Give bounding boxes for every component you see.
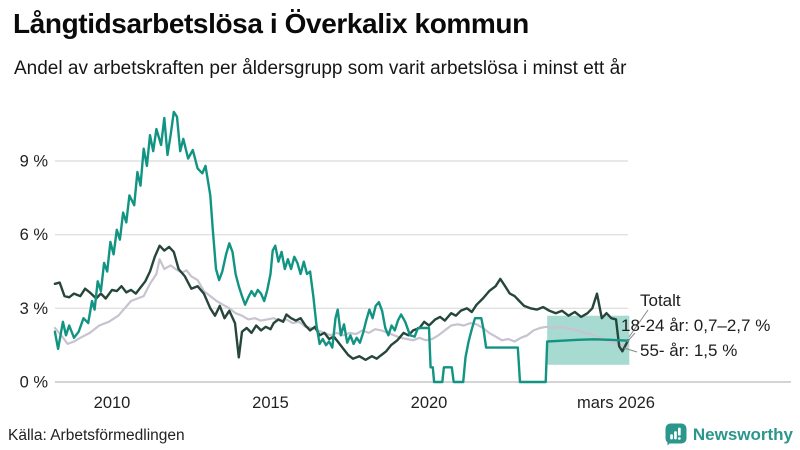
annotation-label: Totalt [640,291,681,310]
annotation-connector [626,332,636,343]
annotation-label: 55- år: 1,5 % [640,341,737,360]
series-line-totalt [53,244,630,362]
x-tick-label: 2010 [94,394,131,412]
page-subtitle: Andel av arbetskraften per åldersgrupp s… [14,58,627,79]
newsworthy-logo: Newsworthy [665,423,793,446]
bar-chart-bubble-icon [665,423,687,446]
x-tick-label: mars 2026 [577,394,655,412]
y-tick-label: 9 % [20,153,49,171]
x-tick-label: 2020 [411,394,448,412]
y-tick-label: 6 % [20,226,49,244]
annotation-connector [623,347,638,353]
page-title: Långtidsarbetslösa i Överkalix kommun [13,8,529,39]
annotation-connector [628,309,649,338]
series-line-55--år [53,258,630,347]
y-tick-label: 0 % [20,374,49,392]
annotation-label: 18-24 år: 0,7–2,7 % [621,316,770,335]
brand-name: Newsworthy [692,424,793,444]
source-credit: Källa: Arbetsförmedlingen [8,427,185,444]
y-tick-label: 3 % [20,300,49,318]
x-tick-label: 2015 [252,394,289,412]
series-line-18-24-år [53,110,630,384]
